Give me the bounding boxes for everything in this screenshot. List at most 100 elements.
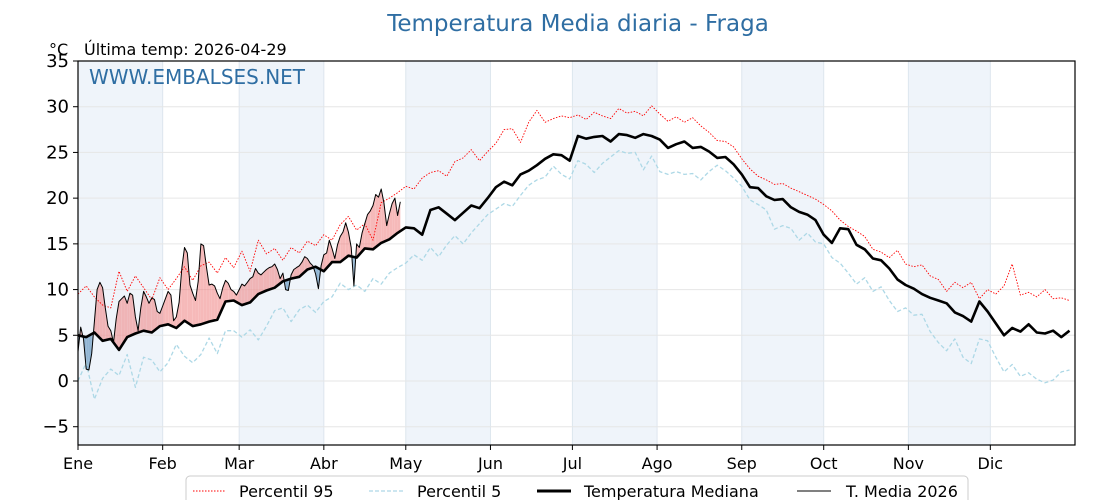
fill-above-median <box>271 263 275 289</box>
fill-above-median <box>293 267 297 278</box>
y-tick-label: 10 <box>46 280 69 301</box>
fill-above-median <box>252 268 256 300</box>
fill-above-median <box>261 272 264 293</box>
fill-above-median <box>304 256 308 272</box>
fill-above-median <box>189 285 193 327</box>
fill-above-median <box>195 281 199 326</box>
x-tick-label: Feb <box>149 454 177 473</box>
fill-below-median <box>86 335 89 371</box>
fill-above-median <box>214 285 218 321</box>
legend-label-p95: Percentil 95 <box>239 482 334 500</box>
series-line-median <box>77 132 1071 352</box>
fill-above-median <box>146 296 150 332</box>
fill-above-median <box>124 295 128 342</box>
series-line-current <box>77 188 401 371</box>
fill-above-median <box>296 265 300 278</box>
fill-above-median <box>225 280 229 302</box>
x-tick-label: Abr <box>310 454 338 473</box>
fill-above-median <box>326 240 330 269</box>
x-tick-label: Mar <box>224 454 255 473</box>
month-band <box>741 61 824 445</box>
fill-above-median <box>97 282 100 339</box>
x-axis: Ene Feb Mar Abr May Jun Jul Ago Sep Oct Nov Dic <box>63 445 1003 473</box>
watermark: WWW.EMBALSES.NET <box>89 65 306 89</box>
fill-above-median <box>157 311 160 329</box>
fill-above-median <box>116 301 119 350</box>
fill-above-median <box>299 262 302 277</box>
x-tick-label: Dic <box>978 454 1004 473</box>
legend-label-p5: Percentil 5 <box>417 482 501 500</box>
y-tick-label: 15 <box>46 234 69 255</box>
fill-above-median <box>200 243 204 325</box>
month-band <box>78 61 163 445</box>
fill-above-median <box>228 283 231 302</box>
plot-frame <box>77 60 1076 446</box>
month-band <box>405 61 491 445</box>
fill-above-median <box>108 326 111 340</box>
legend: Percentil 95 Percentil 5 Temperatura Med… <box>185 475 969 500</box>
fill-above-median <box>258 273 262 295</box>
month-bands <box>78 61 991 445</box>
fill-above-median <box>187 253 190 325</box>
fill-above-median <box>370 205 374 250</box>
fill-above-median <box>345 222 349 258</box>
fill-above-median <box>269 266 272 290</box>
fill-above-median <box>378 189 382 246</box>
fill-above-median <box>250 276 253 303</box>
fill-above-median <box>121 295 125 346</box>
series-line-p5 <box>77 149 1070 400</box>
series-lines <box>77 105 1071 400</box>
fill-above-median <box>263 269 267 292</box>
fill-above-median <box>394 198 398 236</box>
fill-below-median <box>285 279 289 291</box>
y-tick-label: −5 <box>42 417 69 438</box>
fill-above-median <box>211 284 215 321</box>
fill-above-median <box>192 293 196 327</box>
x-tick-label: Oct <box>810 454 838 473</box>
x-tick-label: Nov <box>893 454 924 473</box>
x-tick-label: Ene <box>63 454 93 473</box>
fill-above-median <box>132 295 136 335</box>
fill-above-median <box>159 306 163 327</box>
month-band <box>239 61 324 445</box>
fill-below-median <box>88 334 92 371</box>
y-tick-label: 25 <box>46 142 69 163</box>
fill-above-median <box>118 298 122 350</box>
fill-above-median <box>143 291 147 332</box>
month-band <box>908 61 991 445</box>
fill-above-median <box>266 267 270 291</box>
fill-above-median <box>151 297 155 333</box>
fill-above-median <box>386 213 390 241</box>
fill-above-median <box>209 284 212 322</box>
fill-above-median <box>244 282 248 305</box>
fill-above-median <box>274 263 278 288</box>
series-line-p95 <box>77 105 1070 309</box>
fill-above-median <box>373 194 376 250</box>
y-axis: −5 0 5 10 15 20 25 30 35 <box>42 51 78 438</box>
fill-above-median <box>375 194 379 248</box>
x-tick-label: Ago <box>642 454 673 473</box>
fill-above-median <box>102 287 106 341</box>
fill-above-median <box>184 247 188 323</box>
fill-above-median <box>340 231 343 263</box>
last-update-label: Última temp: 2026-04-29 <box>84 40 287 59</box>
fill-above-median <box>392 198 395 238</box>
fill-above-median <box>397 201 401 233</box>
legend-box <box>185 475 969 500</box>
fill-above-median <box>168 291 171 326</box>
fill-above-median <box>236 289 240 304</box>
y-tick-label: 30 <box>46 97 69 118</box>
fill-above-median <box>367 210 371 250</box>
x-tick-label: May <box>389 454 422 473</box>
legend-label-current: T. Media 2026 <box>845 482 958 500</box>
fill-above-median <box>342 222 346 261</box>
chart-title: Temperatura Media diaria - Fraga <box>386 11 769 37</box>
fill-above-median <box>140 291 144 332</box>
y-tick-label: 5 <box>58 325 69 346</box>
fill-above-median <box>198 243 201 325</box>
y-tick-label: 20 <box>46 188 69 209</box>
x-tick-label: Jul <box>562 454 582 473</box>
x-tick-label: Sep <box>727 454 757 473</box>
x-tick-label: Jun <box>477 454 503 473</box>
